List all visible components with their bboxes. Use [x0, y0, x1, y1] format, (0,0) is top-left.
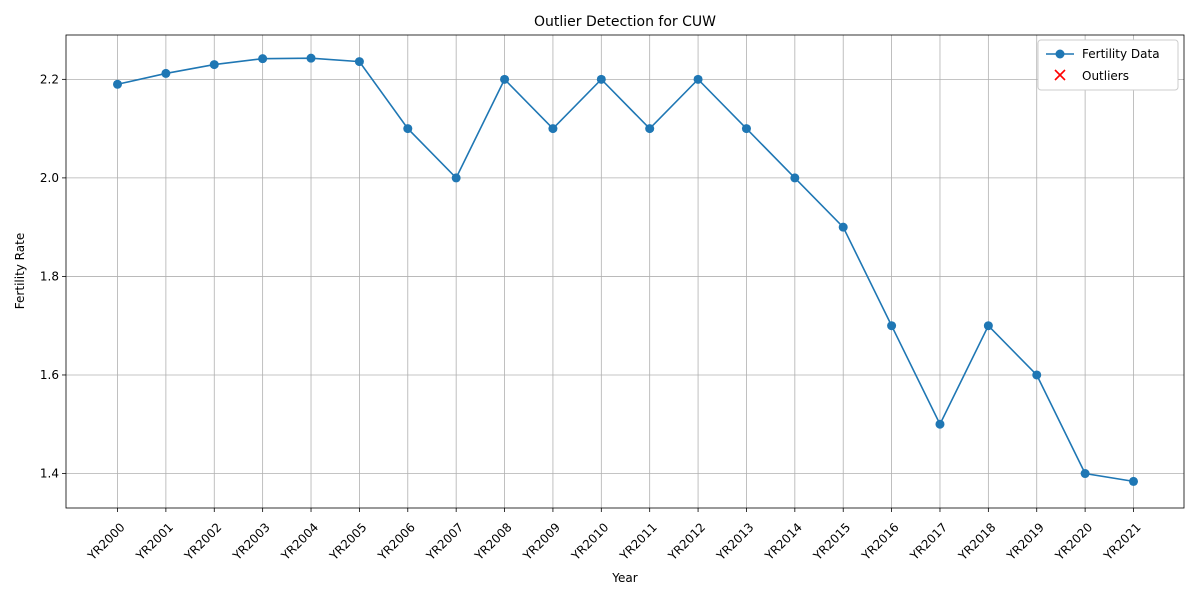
data-point	[741, 124, 751, 134]
x-tick-label: YR2002	[181, 520, 224, 563]
x-tick-label: YR2014	[762, 520, 805, 563]
data-point	[403, 124, 413, 134]
x-tick-label: YR2004	[278, 520, 321, 563]
series-layer	[113, 53, 1138, 486]
data-point	[790, 173, 800, 183]
data-point	[451, 173, 461, 183]
data-point	[596, 74, 606, 84]
x-tick-label: YR2012	[665, 520, 708, 563]
legend-label-outliers: Outliers	[1082, 69, 1129, 83]
x-tick-label: YR2019	[1004, 520, 1047, 563]
x-tick-label: YR2003	[229, 520, 272, 563]
y-tick-label: 1.4	[40, 467, 59, 481]
x-tick-label: YR2018	[955, 520, 998, 563]
x-tick-label: YR2016	[858, 520, 901, 563]
x-tick-label: YR2009	[520, 520, 563, 563]
data-point	[161, 68, 171, 78]
series-line	[117, 57, 1134, 483]
data-point	[983, 321, 993, 331]
data-point	[693, 74, 703, 84]
data-point	[209, 60, 219, 70]
data-point	[887, 321, 897, 331]
data-point	[1080, 469, 1090, 479]
plot-area	[66, 35, 1184, 508]
x-tick-label: YR2015	[810, 520, 853, 563]
y-tick-label: 2.2	[40, 72, 59, 86]
x-tick-label: YR2007	[423, 520, 466, 563]
y-tick-label: 1.6	[40, 368, 59, 382]
data-point	[645, 124, 655, 134]
x-tick-label: YR2006	[375, 520, 418, 563]
data-point	[1129, 476, 1138, 486]
x-tick-label: YR2017	[907, 520, 950, 563]
x-tick-label: YR2011	[617, 520, 660, 563]
x-axis-label: Year	[611, 571, 637, 585]
grid-lines	[66, 35, 1184, 508]
legend-marker-outliers	[1054, 69, 1066, 81]
x-axis-ticks: YR2000 YR2001 YR2002 YR2003 YR2004 YR2005 YR20…	[84, 508, 1144, 564]
x-tick-label: YR2001	[133, 520, 176, 563]
x-tick-label: YR2013	[713, 520, 756, 563]
data-point	[838, 222, 848, 232]
legend-box	[1037, 39, 1179, 91]
data-point	[113, 79, 122, 89]
data-point	[500, 74, 510, 84]
plot-frame	[65, 34, 1185, 509]
data-point	[306, 53, 316, 63]
data-point	[354, 57, 364, 67]
x-tick-label: YR2000	[84, 520, 127, 563]
x-tick-label: YR2008	[471, 520, 514, 563]
x-tick-label: YR2005	[326, 520, 369, 563]
y-tick-label: 1.8	[40, 269, 59, 283]
y-tick-label: 2.0	[40, 171, 59, 185]
legend-marker-fertility	[1055, 49, 1065, 59]
x-tick-label: YR2010	[568, 520, 611, 563]
y-axis-ticks: 1.4 1.6 1.8 2.0 2.2	[40, 72, 66, 481]
x-tick-label: YR2021	[1100, 520, 1143, 563]
chart-title: Outlier Detection for CUW	[534, 14, 716, 30]
y-axis-label: Fertility Rate	[13, 233, 27, 309]
data-point	[1032, 370, 1042, 380]
data-point	[258, 54, 268, 64]
data-point	[548, 124, 558, 134]
x-tick-label: YR2020	[1052, 520, 1095, 563]
legend-label-fertility: Fertility Data	[1082, 47, 1160, 61]
legend: Fertility Data Outliers	[1037, 39, 1179, 91]
data-point	[935, 419, 945, 429]
